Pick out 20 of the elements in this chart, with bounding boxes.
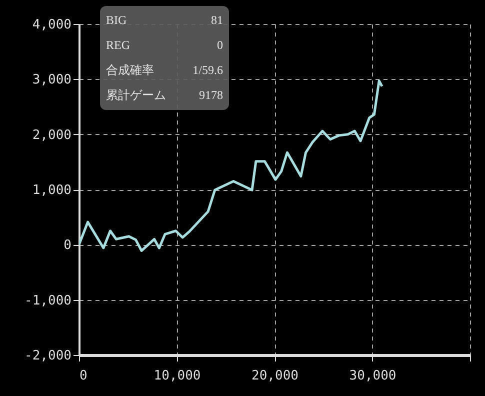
- y-tick-label: 3,000: [32, 72, 72, 88]
- x-tick-label: 30,000: [349, 368, 396, 384]
- line-series: [79, 80, 384, 252]
- x-tick-label: 10,000: [154, 368, 201, 384]
- x-tick-label: 0: [80, 368, 88, 384]
- y-tick-label: -1,000: [24, 293, 72, 308]
- y-tick-label: -2,000: [24, 348, 72, 364]
- x-tick-label: 20,000: [252, 368, 298, 384]
- annotation: 9178: [198, 87, 224, 104]
- annotation: REG: [105, 37, 131, 54]
- annotation: 合成確率: [105, 62, 155, 79]
- y-tick-label: 0: [64, 238, 72, 254]
- y-tick-label: 2,000: [32, 128, 72, 143]
- annotation: 81: [210, 12, 224, 29]
- annotation: 累計ゲーム: [105, 87, 167, 104]
- annotation: 0: [216, 37, 224, 54]
- annotation: 1/59.6: [192, 62, 224, 79]
- y-tick-label: 4,000: [32, 18, 72, 32]
- annotation: BIG: [105, 12, 128, 29]
- y-tick-label: 1,000: [32, 183, 72, 198]
